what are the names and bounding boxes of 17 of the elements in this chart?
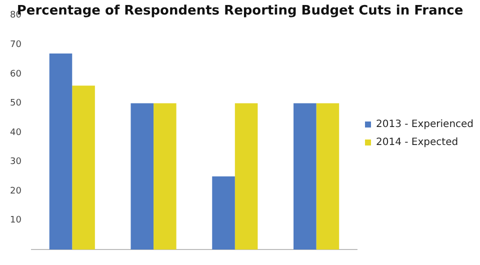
bar (72, 86, 95, 250)
y-tick-label: 20 (10, 186, 22, 196)
y-tick-label: 70 (10, 40, 22, 50)
bar (212, 176, 235, 250)
y-tick-label: 30 (10, 157, 22, 168)
legend-label: 2013 - Experienced (376, 119, 474, 130)
y-tick-label: 10 (10, 216, 22, 226)
y-tick-label: 50 (10, 98, 22, 109)
bar (154, 103, 176, 250)
y-tick-label: 60 (10, 69, 22, 80)
bar (294, 103, 316, 250)
bar (234, 103, 258, 250)
y-tick-label: 40 (10, 128, 22, 138)
legend-label: 2014 - Expected (376, 137, 458, 148)
bar (316, 103, 340, 250)
bar (49, 53, 72, 250)
bar (130, 103, 154, 250)
